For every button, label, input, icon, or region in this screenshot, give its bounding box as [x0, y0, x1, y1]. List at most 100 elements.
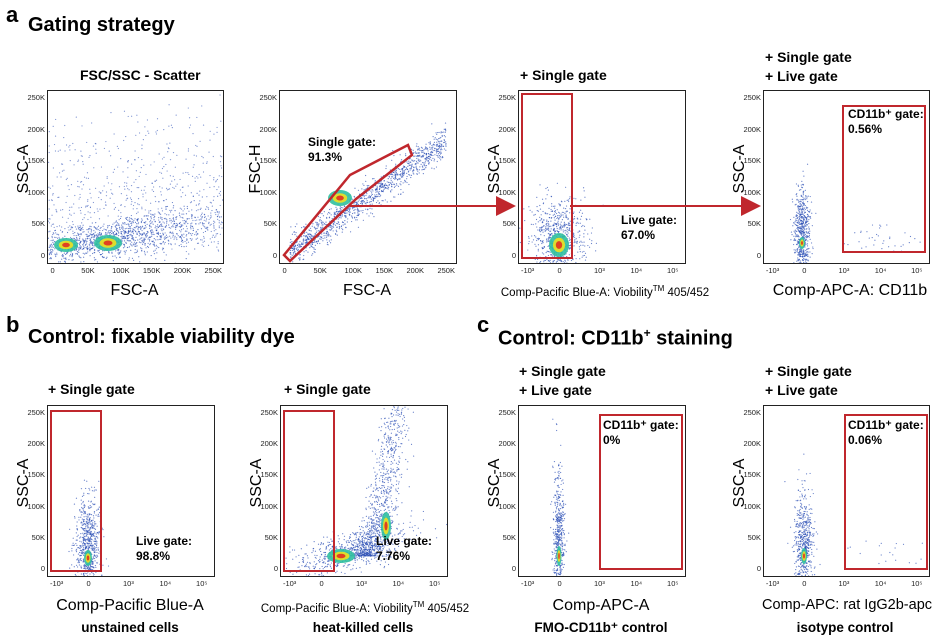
- plot-a3-ylabel: SSC-A: [486, 144, 503, 194]
- gate-annotation: CD11b⁺ gate: 0.06%: [848, 418, 924, 447]
- x-tick-label: 10⁴: [874, 266, 887, 275]
- y-tick-label: 0: [40, 251, 45, 261]
- plot-a3-xlabel: Comp-Pacific Blue-A: ViobilityTM 405/452: [500, 284, 710, 299]
- y-tick-label: 50K: [264, 532, 278, 542]
- gate-annotation: CD11b⁺ gate: 0%: [603, 418, 679, 447]
- x-tick-label: 10³: [356, 579, 367, 588]
- y-tick-label: 150K: [27, 470, 45, 480]
- y-tick-label: 250K: [259, 92, 277, 102]
- y-tick-label: 150K: [260, 470, 278, 480]
- panel-b-letter: b: [6, 312, 20, 337]
- x-tick-label: 10⁵: [667, 266, 679, 275]
- plot-b1-ylabel: SSC-A: [15, 458, 32, 508]
- y-tick-label: 100K: [743, 501, 761, 511]
- y-tick-label: 150K: [743, 156, 761, 166]
- x-tick-label: 10³: [594, 579, 605, 588]
- y-tick-label: 150K: [498, 156, 516, 166]
- dot-cloud: [68, 479, 110, 576]
- dot-cloud: [519, 181, 604, 263]
- gate-box: [521, 93, 573, 259]
- x-tick-label: 150K: [375, 266, 394, 275]
- panel-b-title: Control: fixable viability dye: [28, 326, 295, 348]
- plot-b2-title: + Single gate: [284, 381, 371, 397]
- plot-a4-ylabel: SSC-A: [731, 144, 748, 194]
- gate-box: [283, 410, 335, 572]
- y-tick-label: 100K: [259, 187, 277, 197]
- x-tick-label: 0: [802, 579, 807, 588]
- x-tick-label: 250K: [204, 266, 223, 275]
- plot-a1-scatter: 250K 200K 150K 100K 50K 0 0 50K 100K 150K 200K 250K: [27, 90, 224, 275]
- x-tick-label: 200K: [173, 266, 192, 275]
- plot-c2-ylabel: SSC-A: [731, 458, 748, 508]
- gate-box: [50, 410, 102, 572]
- x-tick-label: 10⁵: [911, 579, 923, 588]
- x-tick-label: 100K: [112, 266, 130, 275]
- gate-box: [599, 414, 683, 570]
- y-tick-label: 100K: [743, 187, 761, 197]
- x-tick-label: 100K: [344, 266, 363, 275]
- x-tick-label: 50K: [313, 266, 327, 275]
- plot-b2-ylabel: SSC-A: [248, 458, 265, 508]
- y-tick-label: 200K: [27, 439, 45, 449]
- x-tick-label: 250K: [437, 266, 455, 275]
- panel-a-title: Gating strategy: [28, 14, 175, 36]
- plot-a2-singlets: Single gate: 91.3% 250K 200K 150K 100K 50K 0 0 50…: [259, 90, 457, 275]
- y-tick-label: 0: [511, 251, 516, 261]
- y-tick-label: 150K: [743, 470, 761, 480]
- y-tick-label: 150K: [259, 156, 277, 166]
- plot-a4-xlabel: Comp-APC-A: CD11b: [772, 282, 928, 299]
- y-tick-label: 0: [756, 251, 761, 261]
- panel-c-letter: c: [477, 312, 490, 337]
- y-tick-label: 50K: [31, 532, 45, 542]
- y-tick-label: 200K: [498, 124, 516, 134]
- dot-cloud: [282, 122, 447, 263]
- x-tick-label: -10³: [282, 579, 297, 588]
- y-tick-label: 0: [756, 564, 761, 574]
- plot-c2-isotype: CD11b⁺ gate: 0.06% 250K 200K 150K 100K 50K 0 -10…: [743, 405, 930, 588]
- plot-c1-footer: FMO-CD11b⁺ control: [534, 620, 668, 635]
- y-tick-label: 0: [40, 564, 45, 574]
- x-tick-label: 10³: [838, 266, 850, 275]
- x-tick-label: -10³: [765, 266, 780, 275]
- x-tick-label: 0: [557, 266, 562, 275]
- y-tick-label: 50K: [747, 532, 761, 542]
- plot-a3-viability: Live gate: 67.0% 250K 200K 150K 100K 50K 0 -10³ 0…: [498, 90, 686, 275]
- y-tick-label: 100K: [498, 501, 516, 511]
- plot-a1-xlabel: FSC-A: [110, 282, 159, 299]
- x-tick-label: 10⁴: [392, 579, 405, 588]
- plot-a1-ylabel: SSC-A: [15, 144, 32, 194]
- x-tick-label: 10³: [123, 579, 134, 588]
- x-tick-label: 10⁵: [667, 579, 679, 588]
- y-tick-label: 50K: [747, 219, 761, 229]
- plot-b2-xlabel: Comp-Pacific Blue-A: ViobilityTM 405/452: [260, 600, 470, 615]
- x-tick-label: 10⁵: [911, 266, 923, 275]
- gate-annotation: Live gate: 67.0%: [621, 213, 678, 242]
- plot-b2-footer: heat-killed cells: [312, 620, 414, 635]
- y-tick-label: 200K: [498, 439, 516, 449]
- plot-c2-title: + Single gate + Live gate: [765, 363, 852, 398]
- y-tick-label: 50K: [502, 219, 516, 229]
- y-tick-label: 250K: [498, 92, 516, 102]
- gate-annotation: CD11b⁺ gate: 0.56%: [848, 107, 924, 136]
- y-tick-label: 250K: [743, 92, 761, 102]
- x-tick-label: -10³: [520, 579, 535, 588]
- gate-annotation: Live gate: 98.8%: [136, 534, 193, 563]
- plot-c1-title: + Single gate + Live gate: [519, 363, 606, 398]
- y-tick-label: 200K: [260, 439, 278, 449]
- plot-c2-footer: isotype control: [796, 620, 894, 635]
- x-tick-label: -10³: [765, 579, 780, 588]
- y-tick-label: 200K: [27, 124, 45, 134]
- gate-annotation: Single gate: 91.3%: [308, 135, 377, 164]
- dot-cloud: [784, 453, 923, 576]
- x-tick-label: 150K: [142, 266, 161, 275]
- plot-c1-ylabel: SSC-A: [486, 458, 503, 508]
- plot-a2-ylabel: FSC-H: [247, 144, 264, 194]
- y-tick-label: 100K: [498, 187, 516, 197]
- plot-a4-title: + Single gate + Live gate: [765, 49, 852, 84]
- y-tick-label: 100K: [27, 187, 45, 197]
- x-tick-label: 10⁵: [196, 579, 208, 588]
- y-tick-label: 50K: [31, 219, 45, 229]
- plot-b1-footer: unstained cells: [81, 620, 179, 635]
- plot-a1-title: FSC/SSC - Scatter: [80, 67, 201, 83]
- dot-cloud: [550, 418, 570, 576]
